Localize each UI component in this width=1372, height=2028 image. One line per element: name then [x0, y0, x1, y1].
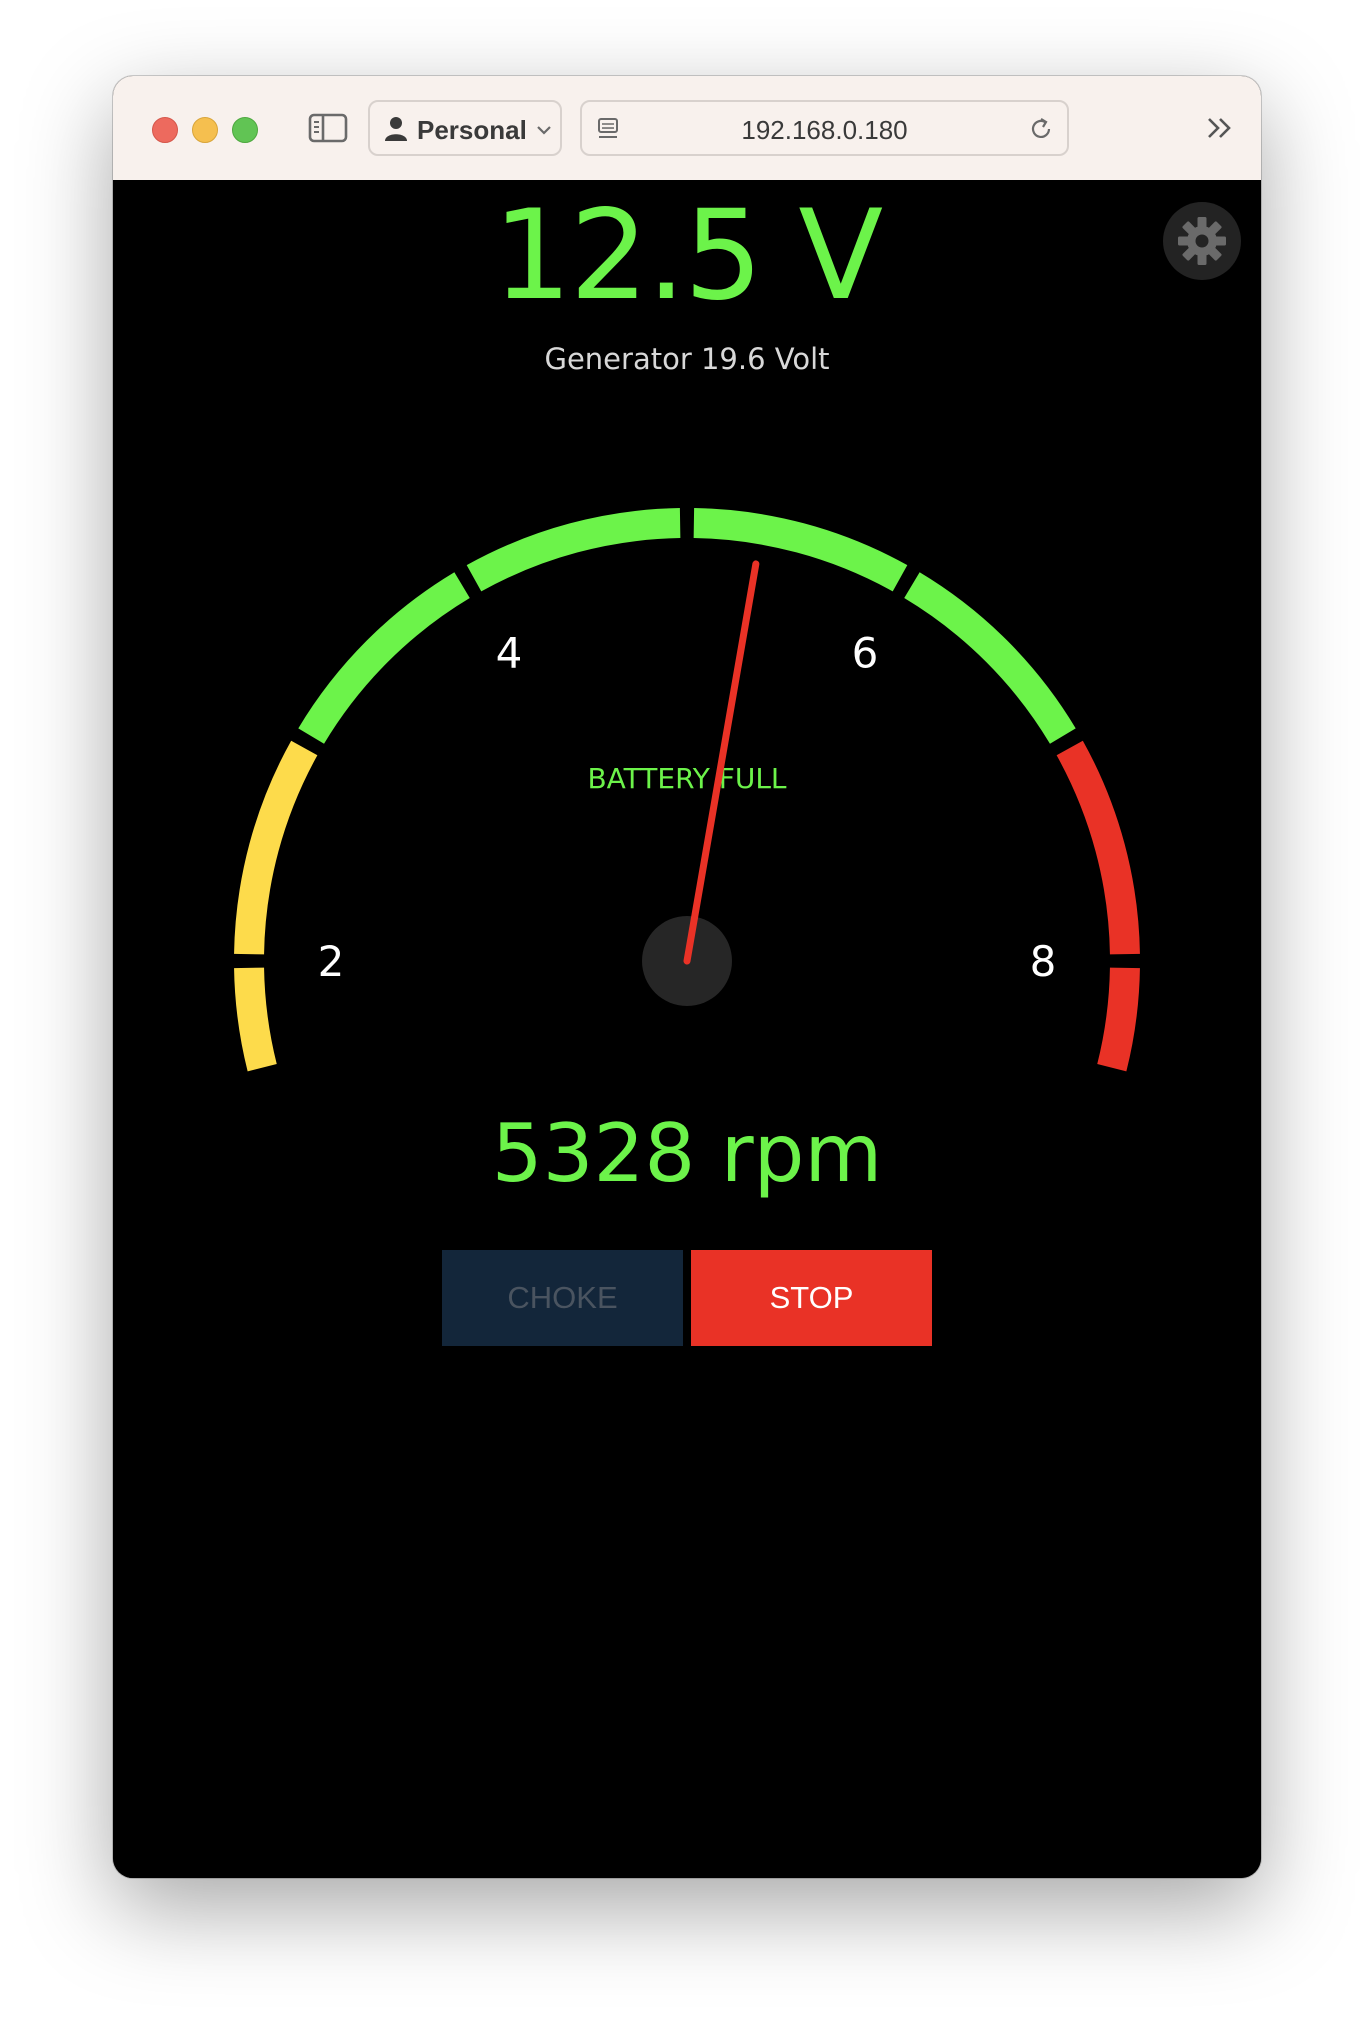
settings-button[interactable]	[1163, 202, 1241, 280]
gauge-zone-segment	[1056, 740, 1140, 955]
profile-label: Personal	[417, 115, 527, 145]
sidebar-toggle-button[interactable]	[308, 112, 348, 144]
close-window-button[interactable]	[152, 117, 178, 143]
gauge-zone-segment	[466, 508, 681, 592]
gauge-zone-segment	[904, 572, 1076, 744]
reload-icon[interactable]	[1028, 116, 1054, 142]
chevron-down-icon	[537, 126, 551, 135]
gauge-needle	[683, 560, 760, 965]
sidebar-icon	[308, 113, 348, 143]
generator-voltage: Generator 19.6 Volt	[544, 342, 830, 376]
gauge-tick-label: 8	[1030, 937, 1057, 986]
gauge-tick-label: 2	[318, 937, 345, 986]
minimize-window-button[interactable]	[192, 117, 218, 143]
gauge-tick-label: 4	[496, 629, 523, 678]
browser-toolbar: Personal 192.168.0.180	[113, 76, 1261, 181]
stop-button[interactable]: STOP	[691, 1250, 932, 1346]
app-content: 12.5 V Generator 19.6 Volt	[113, 180, 1261, 1878]
gauge-zone-segment	[234, 967, 277, 1072]
address-text: 192.168.0.180	[741, 115, 908, 145]
gauge-zone-segment	[693, 508, 908, 592]
battery-status: BATTERY FULL	[587, 762, 786, 795]
gauge-zone-segment	[298, 572, 470, 744]
address-bar[interactable]: 192.168.0.180	[580, 100, 1069, 156]
maximize-window-button[interactable]	[232, 117, 258, 143]
engine-rpm: 5328 rpm	[491, 1107, 883, 1200]
battery-voltage: 12.5 V	[492, 184, 883, 328]
more-tools-button[interactable]	[1203, 112, 1237, 144]
gear-icon	[1178, 217, 1226, 265]
browser-window: Personal 192.168.0.180	[113, 76, 1261, 1878]
site-info-icon	[598, 118, 618, 138]
gauge-zone-segment	[1097, 967, 1140, 1072]
profile-button[interactable]: Personal	[368, 100, 562, 156]
gauge-tick-label: 6	[852, 629, 879, 678]
gauge-zone-segment	[234, 740, 318, 955]
person-icon	[385, 117, 407, 141]
rpm-gauge: 2 4 6 8 BATTERY FULL	[234, 508, 1140, 1072]
double-chevron-right-icon	[1208, 118, 1231, 138]
choke-button[interactable]: CHOKE	[442, 1250, 683, 1346]
